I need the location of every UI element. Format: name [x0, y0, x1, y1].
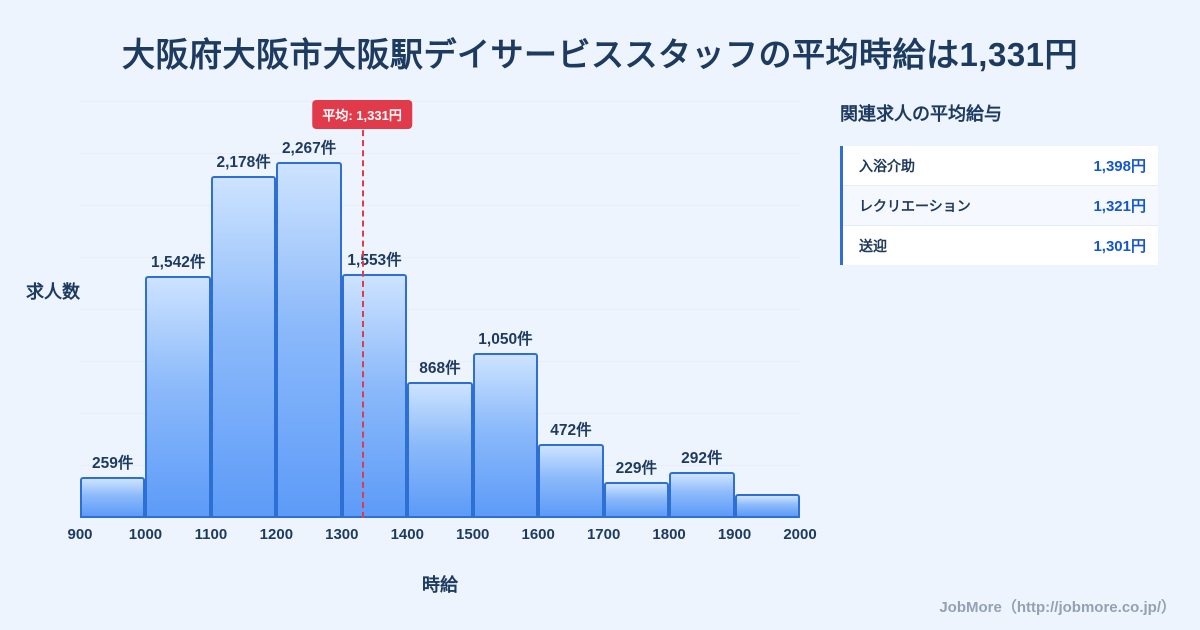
bars-container: 259件 1,542件 2,178件 2,267件 1,553件 868件 1,050件 47… — [80, 100, 800, 518]
histogram-bin: 472件 — [538, 100, 604, 518]
x-tick-label: 1200 — [259, 526, 294, 543]
bar-value-label: 2,267件 — [281, 140, 337, 157]
bar-value-label: 472件 — [550, 422, 592, 439]
x-tick-label: 1900 — [717, 526, 752, 543]
histogram-bin: 868件 — [407, 100, 473, 518]
footer-credit: JobMore（http://jobmore.co.jp/） — [939, 599, 1176, 616]
panel-heading: 関連求人の平均給与 — [840, 104, 1002, 124]
related-job-label: 入浴介助 — [859, 157, 915, 174]
x-tick-label: 1700 — [586, 526, 621, 543]
histogram-bin: 259件 — [80, 100, 146, 518]
related-job-value: 1,321円 — [1093, 198, 1146, 215]
bar-value-label: 259件 — [92, 455, 134, 472]
x-tick-label: 1600 — [521, 526, 555, 543]
average-badge: 平均: 1,331円 — [312, 100, 412, 129]
x-tick-label: 1100 — [194, 526, 228, 543]
related-jobs-panel: 関連求人の平均給与 入浴介助 1,398円レクリエーション 1,321円送迎 1,30… — [840, 100, 1158, 265]
histogram-bar — [145, 276, 211, 518]
histogram-bin: 1,542件 — [145, 100, 211, 518]
related-jobs-table: 入浴介助 1,398円レクリエーション 1,321円送迎 1,301円 — [840, 146, 1158, 265]
histogram-bar — [80, 477, 146, 518]
histogram-chart: 259件 1,542件 2,178件 2,267件 1,553件 868件 1,050件 47… — [80, 100, 800, 518]
x-tick-label: 2000 — [783, 526, 817, 543]
histogram-bin: 1,050件 — [472, 100, 539, 518]
x-tick-label: 1400 — [390, 526, 424, 543]
bar-value-label: 292件 — [681, 450, 723, 467]
x-tick-label: 1300 — [325, 526, 359, 543]
bar-value-label: 1,050件 — [478, 331, 533, 348]
x-axis-label: 時給 — [422, 575, 458, 595]
y-axis-label: 求人数 — [26, 282, 80, 302]
histogram-bar — [407, 382, 473, 518]
bar-value-label: 2,178件 — [216, 154, 271, 171]
histogram-bin: 2,267件 — [276, 100, 342, 518]
histogram-bar — [538, 444, 604, 518]
histogram-bin: 1,553件 — [341, 100, 408, 518]
x-tick-label: 1500 — [456, 526, 490, 543]
bar-value-label: 1,553件 — [347, 252, 402, 269]
related-job-value: 1,301円 — [1093, 238, 1146, 255]
histogram-bar — [210, 176, 277, 518]
average-line — [362, 110, 365, 518]
page-title: 大阪府大阪市大阪駅デイサービススタッフの平均時給は1,331円 — [121, 36, 1079, 73]
histogram-bin — [734, 100, 800, 518]
x-axis-ticks: 900 1000 1100 1200 1300 1400 1500 1600 1700 1800 1… — [67, 526, 816, 546]
related-job-label: 送迎 — [859, 237, 887, 254]
histogram-bar — [669, 472, 735, 518]
related-job-row: レクリエーション 1,321円 — [843, 185, 1158, 225]
histogram-bar — [341, 274, 408, 518]
x-tick-label: 900 — [67, 526, 93, 543]
histogram-bin: 292件 — [669, 100, 735, 518]
histogram-bar — [472, 353, 539, 518]
histogram-bar — [603, 482, 670, 518]
related-job-row: 入浴介助 1,398円 — [843, 146, 1158, 185]
x-tick-label: 1000 — [128, 526, 163, 543]
x-tick-label: 1800 — [652, 526, 686, 543]
bar-value-label: 229件 — [615, 460, 658, 477]
histogram-bar — [276, 162, 342, 518]
bar-value-label: 1,542件 — [151, 254, 206, 271]
bar-value-label: 868件 — [419, 360, 461, 377]
related-job-value: 1,398円 — [1093, 158, 1146, 175]
histogram-bar — [734, 494, 800, 518]
related-job-label: レクリエーション — [859, 197, 971, 214]
histogram-bin: 229件 — [603, 100, 670, 518]
histogram-bin: 2,178件 — [210, 100, 277, 518]
related-job-row: 送迎 1,301円 — [843, 225, 1158, 265]
